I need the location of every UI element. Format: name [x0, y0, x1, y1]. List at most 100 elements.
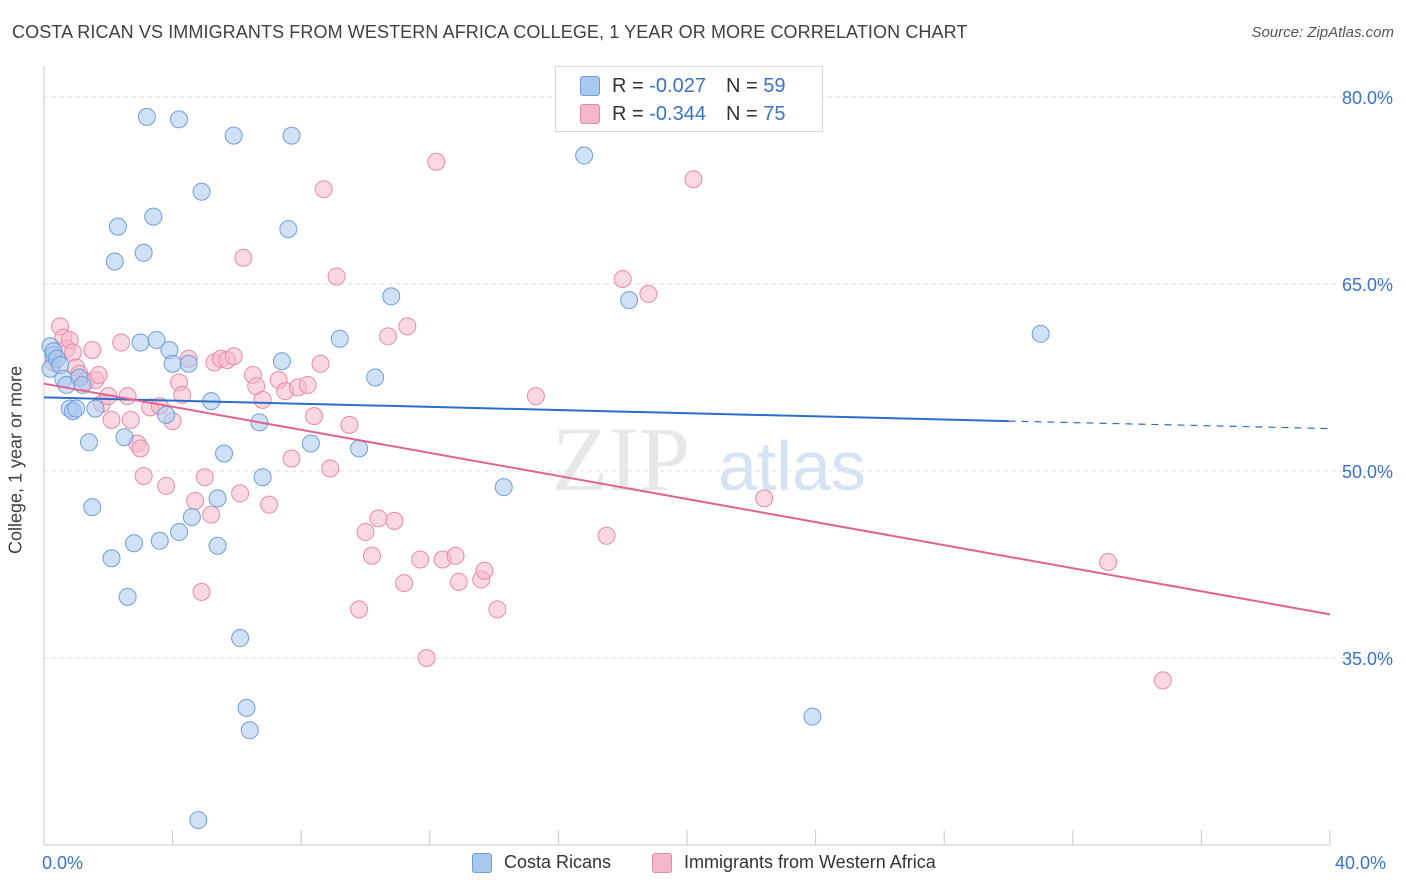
costa-ricans-trend-extension: [1008, 420, 1331, 430]
costa-rican-point: [279, 220, 298, 239]
immigrant-point: [475, 561, 494, 580]
costa-rican-point: [240, 721, 259, 740]
costa-rican-point: [80, 433, 99, 452]
costa-rican-point: [575, 146, 594, 165]
costa-rican-point: [494, 478, 513, 497]
costa-rican-point: [224, 126, 243, 145]
immigrant-point: [362, 546, 381, 565]
immigrant-point: [305, 407, 324, 426]
immigrant-point: [684, 170, 703, 189]
costa-rican-point: [1031, 324, 1050, 343]
immigrant-point: [224, 347, 243, 366]
costa-rican-point: [182, 508, 201, 527]
legend-r-label: R =: [612, 74, 650, 97]
trend-lines: [43, 382, 1331, 616]
legend-r-label: R =: [612, 102, 650, 125]
costa-rican-point: [620, 291, 639, 310]
costa-rican-point: [108, 217, 127, 236]
costa-rican-point: [157, 405, 176, 424]
immigrant-point: [356, 523, 375, 542]
immigrant-point: [526, 387, 545, 406]
costa-rican-point: [150, 531, 169, 550]
immigrant-point: [639, 284, 658, 303]
legend-label-costa-ricans: Costa Ricans: [504, 852, 612, 872]
source-credit: Source: ZipAtlas.com: [1251, 24, 1394, 41]
costa-ricans-trend-line: [43, 396, 1009, 423]
immigrant-point: [202, 505, 221, 524]
costa-rican-point: [189, 811, 208, 830]
y-tick-label: 35.0%: [1342, 649, 1393, 669]
axes: [43, 66, 1331, 846]
costa-rican-point: [67, 399, 86, 418]
immigrant-point: [340, 415, 359, 434]
y-tick-labels: 80.0% 65.0% 50.0% 35.0%: [1342, 88, 1393, 669]
costa-rican-point: [131, 333, 150, 352]
immigrant-point: [488, 600, 507, 619]
immigrants-western-africa-points: [44, 152, 1172, 690]
immigrant-point: [173, 385, 192, 404]
legend-swatch-pink: [652, 852, 672, 873]
immigrant-point: [314, 180, 333, 199]
costa-rican-point: [86, 399, 105, 418]
immigrant-point: [63, 343, 82, 362]
immigrant-point: [613, 269, 632, 288]
immigrant-point: [369, 509, 388, 528]
costa-rican-point: [382, 287, 401, 306]
costa-rican-point: [192, 182, 211, 201]
immigrant-point: [321, 459, 340, 478]
costa-rican-point: [163, 354, 182, 373]
legend-row-costa-ricans: R = -0.027 N = 59: [580, 73, 785, 99]
immigrant-point: [231, 484, 250, 503]
y-tick-label: 50.0%: [1342, 462, 1393, 482]
immigrant-point: [192, 582, 211, 601]
chart-title: COSTA RICAN VS IMMIGRANTS FROM WESTERN A…: [12, 22, 968, 42]
immigrant-point: [234, 248, 253, 267]
legend-n-value: 59: [763, 74, 786, 97]
immigrant-point: [131, 439, 150, 458]
costa-rican-point: [272, 352, 291, 371]
immigrant-point: [327, 267, 346, 286]
legend-swatch-blue: [472, 852, 492, 873]
immigrant-point: [395, 574, 414, 593]
legend-label-immigrants: Immigrants from Western Africa: [684, 852, 936, 872]
costa-rican-point: [253, 468, 272, 487]
costa-rican-point: [208, 489, 227, 508]
costa-rican-point: [125, 534, 144, 553]
immigrant-point: [102, 410, 121, 429]
costa-rican-point: [282, 126, 301, 145]
y-tick-label: 80.0%: [1342, 88, 1393, 108]
costa-rican-point: [237, 698, 256, 717]
costa-rican-point: [179, 354, 198, 373]
x-tick-label-max: 40.0%: [1335, 853, 1387, 873]
immigrant-point: [398, 317, 417, 336]
immigrant-point: [186, 491, 205, 510]
immigrant-point: [379, 327, 398, 346]
immigrant-point: [134, 466, 153, 485]
legend-n-label: N =: [725, 74, 764, 97]
costa-rican-point: [231, 629, 250, 648]
legend-n-label: N =: [725, 102, 764, 125]
immigrant-point: [385, 511, 404, 530]
costa-rican-point: [350, 439, 369, 458]
immigrant-point: [253, 390, 272, 409]
costa-ricans-points: [41, 107, 1050, 830]
immigrant-point: [446, 546, 465, 565]
immigrant-point: [157, 476, 176, 495]
costa-rican-point: [83, 498, 102, 517]
legend-n-value: 75: [763, 102, 786, 125]
costa-rican-point: [147, 331, 166, 350]
immigrant-point: [121, 410, 140, 429]
legend-r-value: -0.027: [649, 74, 706, 97]
costa-rican-point: [215, 444, 234, 463]
immigrant-point: [298, 375, 317, 394]
correlation-legend: R = -0.027 N = 59 R = -0.344 N = 75: [555, 66, 823, 132]
immigrant-point: [350, 600, 369, 619]
immigrant-point: [411, 550, 430, 569]
legend-item-costa-ricans: Costa Ricans: [472, 852, 611, 873]
immigrant-point: [449, 572, 468, 591]
costa-rican-point: [301, 434, 320, 453]
immigrant-point: [112, 333, 131, 352]
costa-rican-point: [803, 707, 822, 726]
immigrant-point: [260, 495, 279, 514]
